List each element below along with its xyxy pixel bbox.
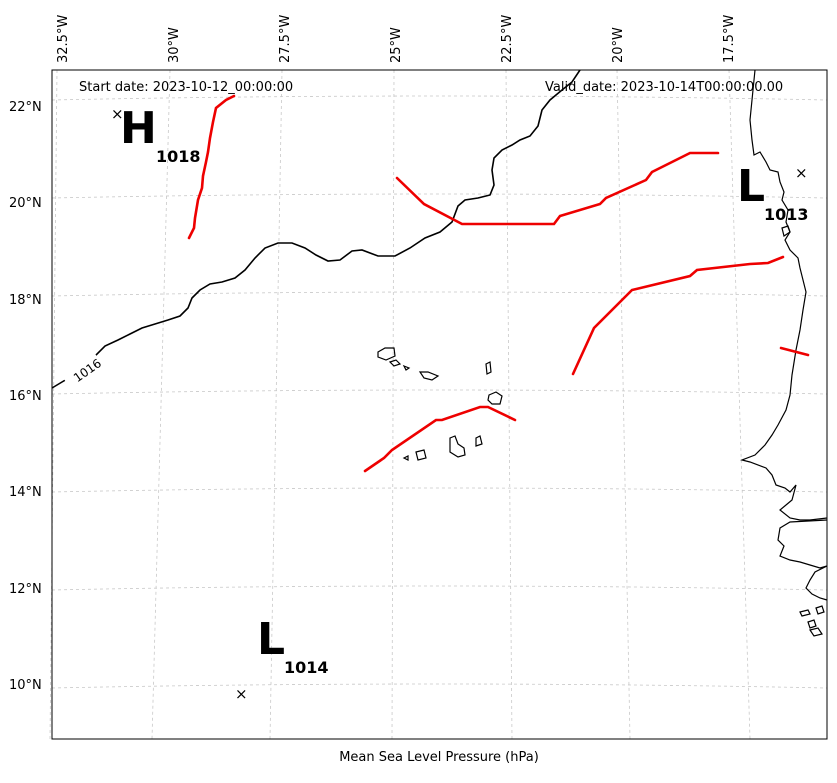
island-fogo <box>415 449 427 461</box>
gridline-lat-22 <box>51 95 828 101</box>
gridline-lat-10 <box>51 683 828 689</box>
lat-label-14: 14°N <box>9 485 42 500</box>
island-bissagos-3 <box>807 619 817 629</box>
isobar-1016 <box>51 69 581 389</box>
lon-label-20: 20°W <box>611 27 626 63</box>
low-center-letter-south: L <box>257 614 285 665</box>
longitude-labels: 32.5°W 30°W 27.5°W 25°W 22.5°W 20°W 17.5… <box>56 15 737 63</box>
low-center-value-south: 1014 <box>284 658 329 677</box>
trough-line-central <box>395 151 720 226</box>
lat-label-22: 22°N <box>9 100 42 115</box>
lon-label-22.5: 22.5°W <box>500 15 515 63</box>
island-sao-nicolau <box>418 371 440 381</box>
gridline-lat-16 <box>51 389 828 395</box>
high-center-letter: H <box>120 103 157 154</box>
low-center-marker-icon-south: × <box>235 685 248 703</box>
gridline-lon-20 <box>616 69 631 740</box>
island-santo-antao <box>377 347 396 361</box>
lat-label-18: 18°N <box>9 293 42 308</box>
pressure-center-low-east: L 1013 × <box>737 161 809 224</box>
lon-label-32.5: 32.5°W <box>56 15 71 63</box>
pressure-center-low-south: L 1014 × <box>235 614 329 703</box>
gridline-lon-22.5 <box>505 69 513 740</box>
island-bissagos-5 <box>781 225 791 237</box>
lon-label-17.5: 17.5°W <box>722 15 737 63</box>
high-center-value: 1018 <box>156 147 201 166</box>
trough-line-north-west <box>187 94 236 240</box>
latitude-labels: 22°N 20°N 18°N 16°N 14°N 12°N 10°N <box>9 100 42 693</box>
map-caption: Mean Sea Level Pressure (hPa) <box>339 750 539 765</box>
trough-line-coast <box>779 346 810 357</box>
gridline-lat-14 <box>51 487 828 493</box>
lon-label-25: 25°W <box>389 27 404 63</box>
coastline-guinea-bissau <box>777 519 828 569</box>
gridline-lon-32.5 <box>49 69 58 740</box>
low-center-marker-icon-east: × <box>795 164 808 182</box>
coastline-africa <box>740 69 828 521</box>
high-center-marker-icon: × <box>111 105 124 123</box>
lon-label-30: 30°W <box>167 27 182 63</box>
island-maio <box>475 435 483 447</box>
lat-label-10: 10°N <box>9 678 42 693</box>
gridline-lat-12 <box>51 585 828 591</box>
gridline-lon-30 <box>151 69 171 740</box>
coastline-guinea <box>805 565 828 601</box>
island-boa-vista <box>487 391 503 405</box>
trough-lines <box>187 94 810 473</box>
trough-line-south <box>363 405 517 473</box>
map-frame <box>51 69 828 740</box>
gridline-lat-18 <box>51 291 828 297</box>
island-santa-luzia <box>402 364 411 371</box>
lat-label-16: 16°N <box>9 389 42 404</box>
low-center-letter-east: L <box>737 161 765 212</box>
start-date: Start date: 2023-10-12_00:00:00 <box>79 80 293 95</box>
pressure-center-high: H 1018 × <box>111 103 201 166</box>
island-bissagos-1 <box>799 609 811 617</box>
island-bissagos-4 <box>809 627 823 637</box>
lat-label-20: 20°N <box>9 196 42 211</box>
low-center-value-east: 1013 <box>764 205 809 224</box>
valid-date: Valid_date: 2023-10-14T00:00:00.00 <box>545 80 783 95</box>
island-santiago <box>449 435 466 458</box>
coastline <box>377 69 828 637</box>
lon-label-27.5: 27.5°W <box>278 15 293 63</box>
island-sal <box>485 361 492 375</box>
lat-label-12: 12°N <box>9 582 42 597</box>
island-brava <box>402 455 409 461</box>
graticule <box>49 69 828 740</box>
isobar-label-bg <box>59 350 103 389</box>
gridline-lat-20 <box>51 193 828 199</box>
island-sao-vicente <box>388 359 402 367</box>
gridline-lon-25 <box>391 69 395 740</box>
island-bissagos-2 <box>815 605 825 615</box>
trough-line-east <box>571 255 785 376</box>
